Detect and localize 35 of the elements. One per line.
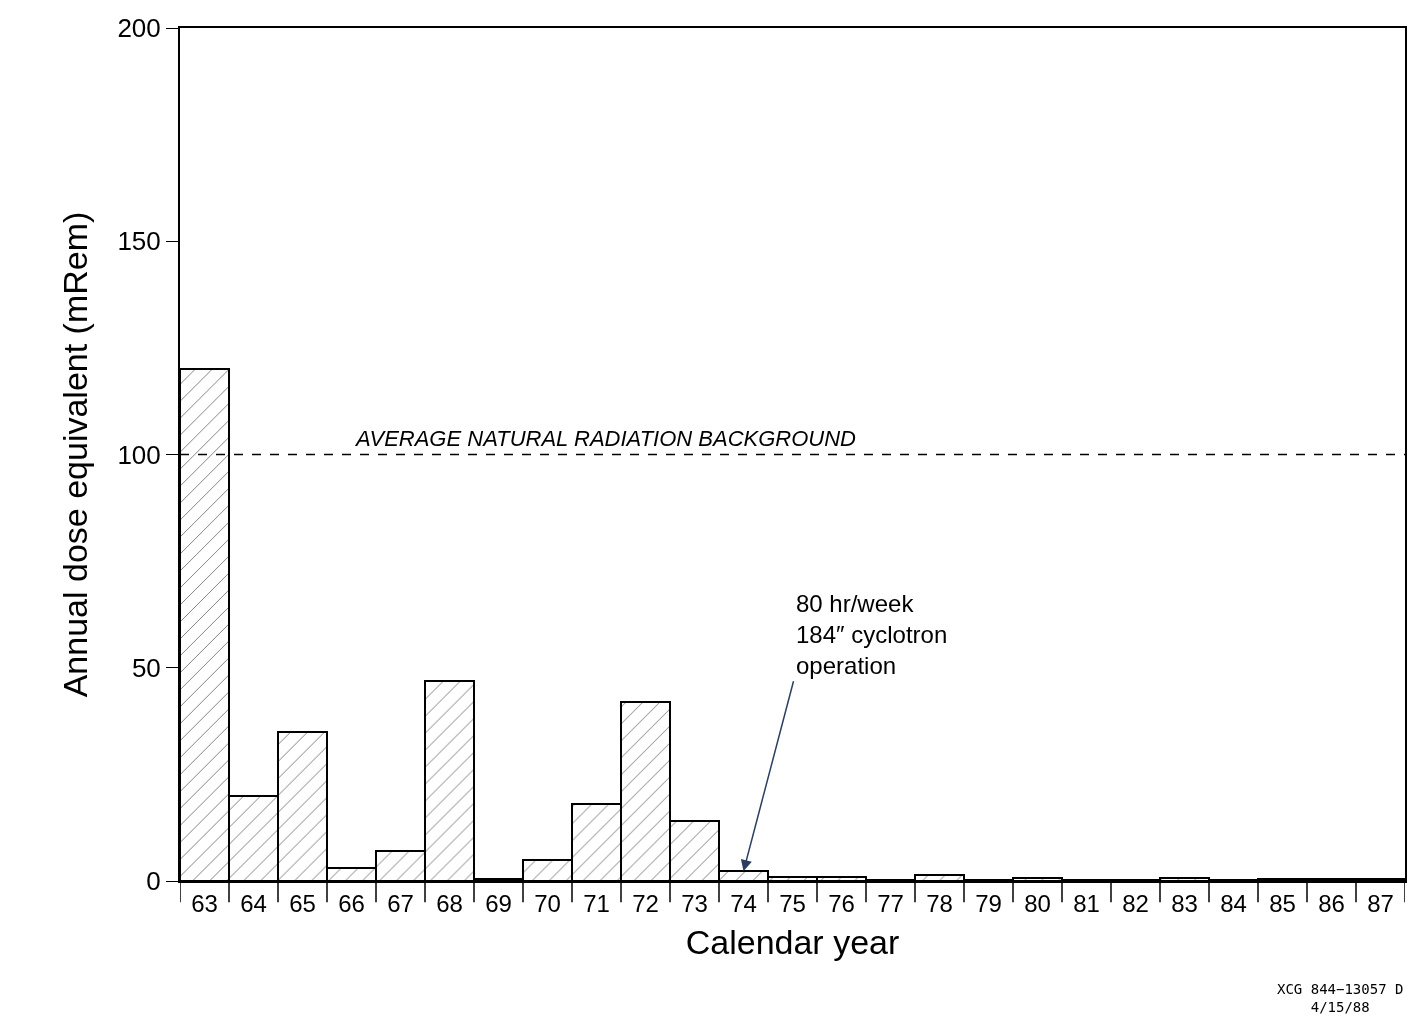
x-tick-label: 68 (436, 889, 463, 917)
x-tick-label: 85 (1269, 889, 1296, 917)
x-tick-label: 73 (681, 889, 708, 917)
x-tick-label: 74 (730, 889, 757, 917)
x-tick-label: 76 (828, 889, 855, 917)
x-tick-label: 80 (1024, 889, 1051, 917)
x-tick-label: 87 (1367, 889, 1394, 917)
x-tick-label: 81 (1073, 889, 1100, 917)
x-tick-label: 82 (1122, 889, 1149, 917)
text: XCG 844−13057 D 4/15/88 (1277, 981, 1404, 1016)
x-tick-label: 75 (779, 889, 806, 917)
y-axis-title: Annual dose equivalent (mRem) (55, 211, 94, 698)
x-tick-label: 69 (485, 889, 512, 917)
annotation: 80 hr/week 184″ cyclotron operation (796, 590, 948, 680)
y-tick-label: 0 (146, 866, 161, 897)
x-axis-title: Calendar year (685, 922, 900, 961)
x-tick-label: 67 (387, 889, 414, 917)
x-tick-label: 63 (191, 889, 218, 917)
x-tick-label: 64 (240, 889, 267, 917)
x-tick-label: 65 (289, 889, 316, 917)
x-tick-label: 66 (338, 889, 365, 917)
y-tick-label: 100 (117, 439, 161, 470)
x-tick-label: 86 (1318, 889, 1345, 917)
x-tick-label: 70 (534, 889, 561, 917)
x-tick-label: 77 (877, 889, 904, 917)
y-tick-label: 50 (131, 652, 161, 683)
x-tick-label: 78 (926, 889, 953, 917)
x-tick-label: 84 (1220, 889, 1247, 917)
y-tick-label: 150 (117, 226, 161, 257)
x-tick-label: 72 (632, 889, 659, 917)
x-tick-label: 71 (583, 889, 610, 917)
ref-line-label: AVERAGE NATURAL RADIATION BACKGROUND (354, 426, 857, 451)
x-tick-label: 83 (1171, 889, 1198, 917)
y-tick-label: 200 (117, 13, 161, 44)
x-tick-label: 79 (975, 889, 1002, 917)
